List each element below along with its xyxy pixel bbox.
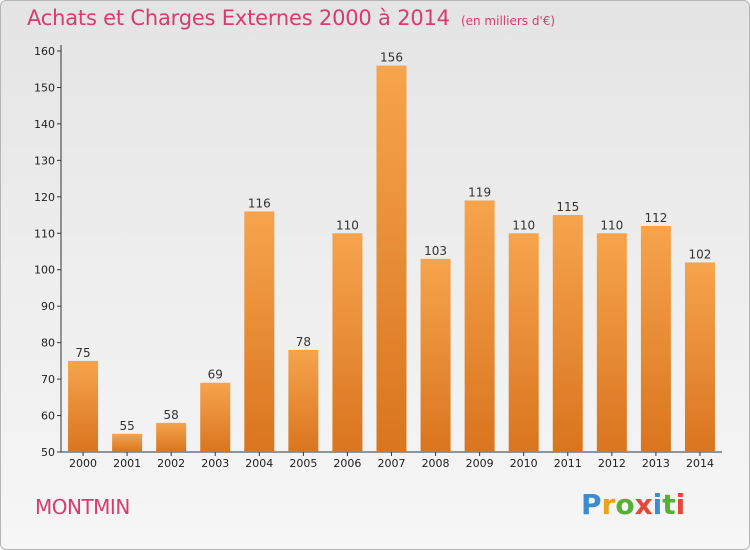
data-label-2013: 112	[644, 211, 667, 225]
data-label-2014: 102	[689, 247, 712, 261]
bar-2002	[156, 422, 187, 452]
data-label-2006: 110	[336, 218, 359, 232]
y-tick-label: 130	[34, 154, 55, 167]
bar-2011	[552, 215, 583, 452]
data-label-2002: 58	[164, 408, 179, 422]
y-tick-label: 70	[41, 373, 55, 386]
bar-2005	[288, 349, 319, 452]
x-tick-label: 2014	[686, 457, 714, 470]
bar-2006	[332, 233, 363, 452]
x-tick-label: 2006	[333, 457, 361, 470]
data-label-2001: 55	[119, 419, 134, 433]
data-label-2009: 119	[468, 185, 491, 199]
x-tick-label: 2013	[642, 457, 670, 470]
bar-2014	[684, 262, 715, 452]
x-tick-label: 2010	[510, 457, 538, 470]
x-tick-label: 2001	[113, 457, 141, 470]
chart-title-main: Achats et Charges Externes 2000 à 2014	[27, 6, 450, 30]
chart-subtitle: (en milliers d'€)	[460, 14, 556, 28]
bar-2007	[376, 65, 407, 452]
logo-letter: x	[634, 488, 653, 521]
data-label-2011: 115	[556, 200, 579, 214]
x-tick-label: 2011	[554, 457, 582, 470]
proxiti-logo: Proxiti	[581, 488, 685, 521]
y-tick-label: 110	[34, 227, 55, 240]
y-tick-label: 50	[41, 446, 55, 459]
data-label-2010: 110	[512, 218, 535, 232]
x-tick-label: 2007	[378, 457, 406, 470]
logo-letter: P	[581, 488, 602, 521]
x-tick-label: 2002	[157, 457, 185, 470]
y-tick-label: 120	[34, 191, 55, 204]
x-tick-label: 2003	[201, 457, 229, 470]
bar-2009	[464, 200, 495, 452]
chart-title: Achats et Charges Externes 2000 à 2014 (…	[27, 6, 555, 30]
bar-2010	[508, 233, 539, 452]
data-label-2007: 156	[380, 51, 403, 65]
bar-2000	[68, 360, 99, 452]
x-tick-label: 2012	[598, 457, 626, 470]
logo-letter: i	[675, 488, 686, 521]
x-tick-label: 2008	[422, 457, 450, 470]
logo-letter: r	[601, 488, 616, 521]
y-tick-label: 60	[41, 410, 55, 423]
commune-name: MONTMIN	[35, 495, 130, 519]
logo-letter: o	[615, 488, 635, 521]
x-tick-label: 2009	[466, 457, 494, 470]
y-tick-label: 160	[34, 45, 55, 58]
y-tick-label: 90	[41, 300, 55, 313]
y-tick-label: 80	[41, 337, 55, 350]
y-tick-label: 100	[34, 264, 55, 277]
data-label-2005: 78	[296, 335, 311, 349]
bar-2001	[112, 433, 143, 452]
bar-2012	[596, 233, 627, 452]
x-tick-label: 2000	[69, 457, 97, 470]
y-tick-label: 150	[34, 81, 55, 94]
data-label-2003: 69	[208, 368, 223, 382]
bar-2004	[244, 211, 275, 452]
data-label-2012: 110	[600, 218, 623, 232]
logo-letter: i	[652, 488, 663, 521]
bar-2013	[640, 225, 671, 452]
logo-letter: t	[662, 488, 676, 521]
data-label-2000: 75	[75, 346, 90, 360]
x-tick-label: 2004	[245, 457, 273, 470]
data-label-2004: 116	[248, 196, 271, 210]
y-tick-label: 140	[34, 118, 55, 131]
bar-2008	[420, 258, 451, 452]
x-tick-label: 2005	[289, 457, 317, 470]
data-label-2008: 103	[424, 244, 447, 258]
bar-2003	[200, 382, 231, 452]
